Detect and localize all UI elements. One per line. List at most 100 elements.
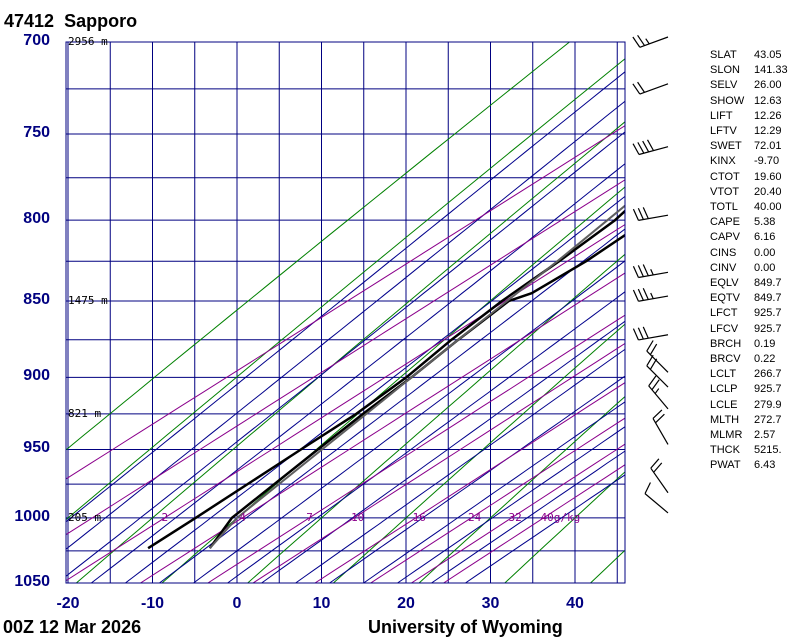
moist-adiabat [66,131,625,577]
height-label: 1475 m [68,294,108,308]
station-header: 47412 Sapporo [4,11,137,32]
index-value: 0.19 [754,337,776,350]
index-value: 266.7 [754,368,782,381]
index-key: EQLV [710,277,739,289]
index-value: 0.00 [754,246,776,259]
index-key: KINX [710,155,736,168]
height-label: 2956 m [68,35,108,48]
index-key: LCLP [710,383,738,396]
mixing-ratio-line [442,464,625,583]
temperature-tick-label: 30 [481,595,500,612]
index-row: SWET 72.01 [710,140,798,155]
moist-adiabat [124,195,625,583]
index-value: 272.7 [754,413,782,426]
index-value: 6.16 [754,231,776,244]
pressure-tick-label: 1000 [14,507,50,525]
index-key: VTOT [710,185,740,198]
index-row: LCLP 925.7 [710,383,798,398]
moist-adiabat [260,320,625,583]
index-value: 279.9 [754,398,782,411]
index-row: SELV 26.00 [710,79,798,94]
index-value: 40.00 [754,201,782,213]
index-row: CAPE 5.38 [710,216,798,231]
moist-adiabat [226,291,625,583]
index-value: 849.7 [754,292,782,305]
temperature-tick-label: -20 [56,595,80,612]
mixing-ratio-line [66,223,625,582]
wind-barb [632,287,669,302]
index-row: CINS 0.00 [710,247,798,262]
index-key: LFCV [710,322,739,335]
index-value: 6.43 [754,459,776,472]
parcel-trace [209,204,625,549]
wind-barb [652,409,669,445]
mixing-ratio-line [66,125,625,480]
mixing-ratio-line [206,314,625,583]
index-row: BRCV 0.22 [710,353,798,368]
index-row: PWAT 6.43 [710,459,798,474]
moist-adiabat [158,228,625,583]
mixing-ratio-label: 16 [412,510,426,524]
index-value: 925.7 [754,307,782,320]
temperature-tick-label: 0 [232,595,242,612]
index-key: SHOW [710,94,745,107]
station-id: 47412 [4,11,55,31]
mixing-ratio-line [314,382,625,583]
index-value: 12.29 [754,125,782,137]
index-value: 72.01 [754,140,782,153]
index-row: MLTH 272.7 [710,414,798,429]
wind-barb [646,354,669,388]
mixing-ratio-label: 10 [351,510,365,524]
index-row: KINX -9.70 [710,155,798,170]
index-key: CINS [710,246,737,259]
index-value: 925.7 [754,322,782,335]
dry-adiabat [246,253,625,583]
moist-adiabat [430,450,625,583]
index-key: CINV [710,261,737,274]
index-row: SLAT 43.05 [710,49,798,64]
index-value: 5215. [754,444,782,457]
moist-adiabat [66,71,625,523]
index-row: LIFT 12.26 [710,110,798,125]
index-row: CTOT 19.60 [710,171,798,186]
index-value: -9.70 [754,155,780,168]
index-row: SLON 141.33 [710,64,798,79]
observation-time: 00Z 12 Mar 2026 [3,617,142,637]
wind-barb [646,340,669,373]
index-key: THCK [710,444,740,457]
index-value: 26.00 [754,79,782,92]
index-key: EQTV [710,292,740,305]
index-value: 2.57 [754,429,776,441]
moist-adiabat [66,100,625,550]
index-key: LIFT [710,109,733,122]
index-value: 925.7 [754,383,782,396]
wind-barb [632,139,669,156]
moist-adiabat [464,474,625,583]
index-row: LFCT 925.7 [710,307,798,322]
index-key: LCLE [710,398,738,411]
index-row: LCLE 279.9 [710,399,798,414]
index-row: VTOT 20.40 [710,186,798,201]
wind-barb [632,326,669,341]
index-key: TOTL [710,201,738,213]
plot-frame [65,41,626,584]
wind-barb [632,264,669,279]
dry-adiabat [66,58,625,521]
index-row: CAPV 6.16 [710,231,798,246]
index-value: 12.26 [754,109,782,122]
pressure-tick-label: 750 [23,124,50,142]
index-key: CTOT [710,170,740,183]
dry-adiabat [66,42,571,451]
mixing-ratio-label: 7 [306,510,313,524]
index-value: 0.00 [754,261,776,274]
index-value: 19.60 [754,170,782,183]
mixing-ratio-label: 2 [161,510,169,524]
pressure-tick-label: 900 [23,367,50,385]
index-row: EQTV 849.7 [710,292,798,307]
index-row: SHOW 12.63 [710,95,798,110]
mixing-ratio-label: 40g/kg [540,510,581,524]
index-value: 20.40 [754,185,782,198]
index-value: 849.7 [754,277,782,289]
index-row: LCLT 266.7 [710,368,798,383]
temperature-tick-label: -10 [140,595,165,612]
